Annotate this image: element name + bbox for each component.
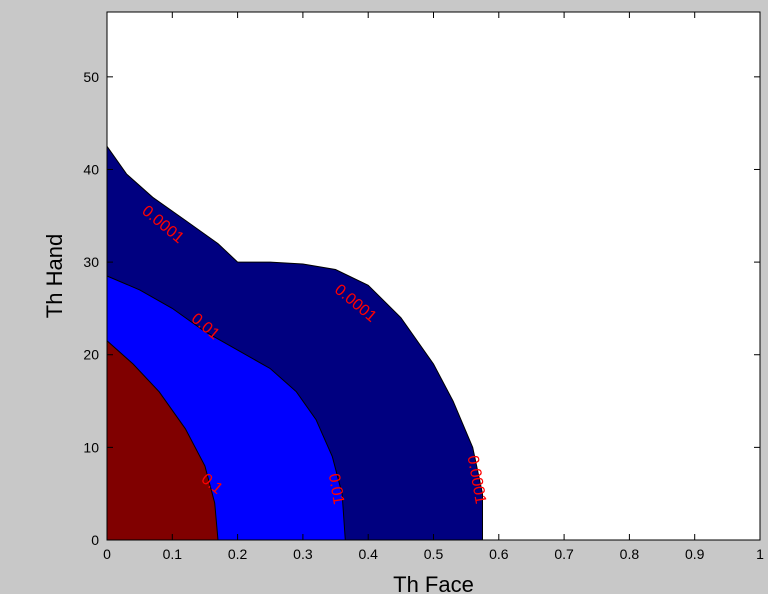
- y-tick-label: 30: [83, 254, 99, 270]
- y-tick-label: 0: [91, 532, 99, 548]
- x-tick-label: 0.3: [293, 546, 313, 562]
- contour-fills: [107, 146, 483, 541]
- x-axis-label: Th Face: [393, 572, 474, 594]
- x-tick-label: 0.8: [620, 546, 640, 562]
- y-tick-label: 50: [83, 69, 99, 85]
- contour-line-0.0001: [106, 146, 483, 540]
- y-tick-label: 40: [83, 161, 99, 177]
- x-tick-label: 0.4: [358, 546, 378, 562]
- x-tick-label: 0.9: [685, 546, 705, 562]
- contour-label-0.01-1: 0.01: [325, 472, 347, 506]
- x-tick-label: 0.1: [163, 546, 183, 562]
- x-tick-label: 0.6: [489, 546, 509, 562]
- contour-lines: [106, 146, 483, 541]
- x-tick-label: 0: [103, 546, 111, 562]
- x-tick-label: 0.7: [554, 546, 574, 562]
- x-tick-label: 0.2: [228, 546, 248, 562]
- y-tick-label: 10: [83, 439, 99, 455]
- y-axis: 0 10 20 30 40 50: [83, 69, 760, 548]
- y-axis-label: Th Hand: [42, 234, 67, 318]
- contour-region-0.1: [107, 340, 218, 540]
- x-tick-label: 0.5: [424, 546, 444, 562]
- contour-line-0.1: [106, 340, 219, 541]
- x-axis: 0 0.1 0.2 0.3 0.4 0.5 0.6 0.7 0.8 0.9 1: [103, 12, 764, 562]
- contour-line-0.01: [106, 275, 346, 541]
- x-tick-label: 1: [756, 546, 764, 562]
- y-tick-label: 20: [83, 347, 99, 363]
